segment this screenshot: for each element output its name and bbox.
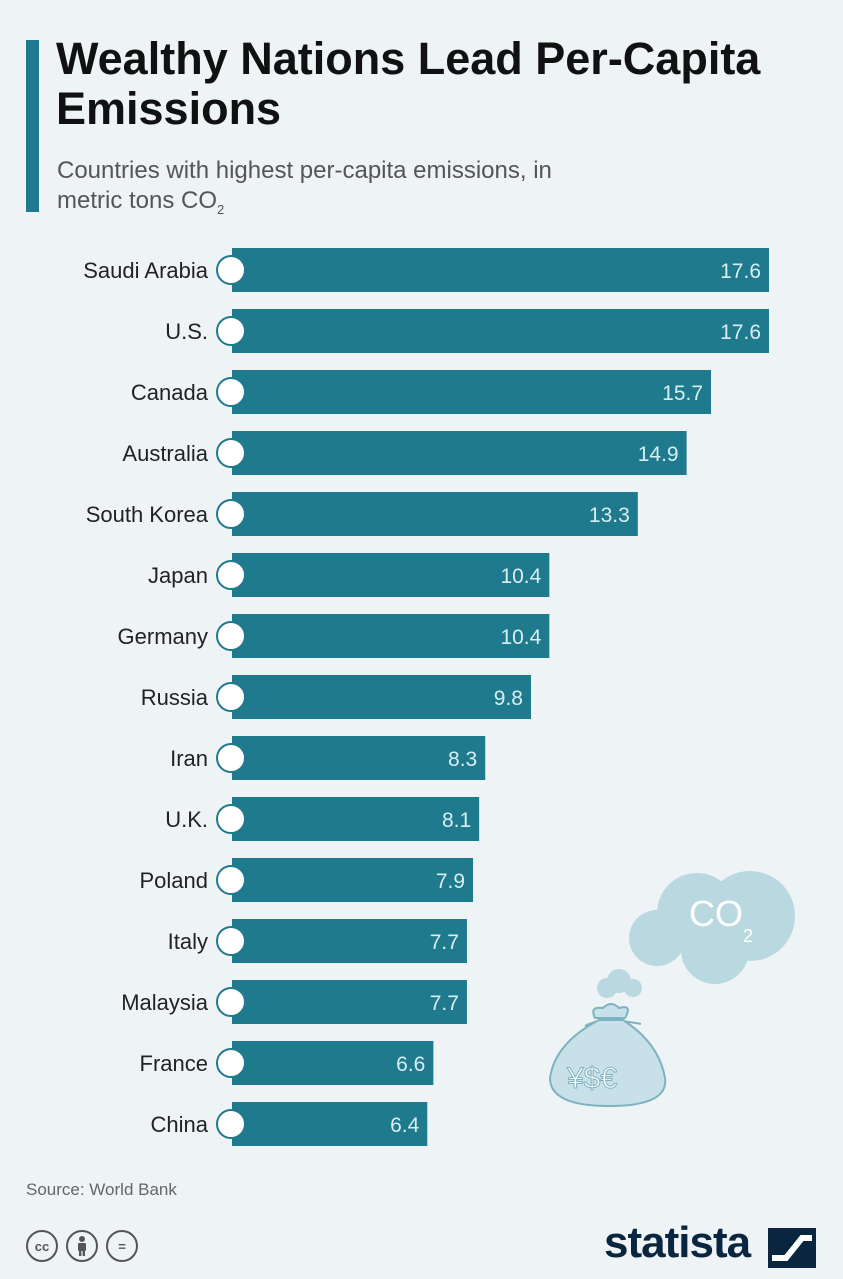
iran-flag-icon [216,743,246,773]
bar-value-label: 10.4 [500,565,541,588]
bar [232,431,687,475]
malaysia-flag-icon [216,987,246,1017]
italy-flag-icon [216,926,246,956]
cloud-label: CO [689,893,743,934]
poland-flag-icon [216,865,246,895]
category-label: Australia [122,441,208,466]
category-label: South Korea [86,502,209,527]
bar-chart: 17.6 Saudi Arabia 17.6 U.S. 15.7 Canada 14.9 Au… [83,248,769,1146]
money-bag-icon: ¥$€ [548,1003,667,1108]
bar-value-label: 10.4 [500,626,541,649]
category-label: Germany [118,624,208,649]
bar [232,980,467,1024]
bar [232,553,550,597]
category-label: France [140,1051,208,1076]
title-accent-bar [26,40,39,212]
bar-value-label: 6.4 [390,1114,420,1137]
bar [232,370,712,414]
category-label: Italy [168,929,208,954]
category-label: U.K. [165,807,208,832]
chart-subtitle: Countries with highest per-capita emissi… [57,157,552,217]
person-icon [78,1236,86,1256]
bar-value-label: 17.6 [720,260,761,283]
bar [232,492,638,536]
bar [232,309,769,353]
bar-value-label: 6.6 [396,1053,425,1076]
bar-value-label: 7.7 [430,992,459,1015]
bar-value-label: 8.1 [442,809,471,832]
bar-value-label: 14.9 [638,443,679,466]
bar [232,614,550,658]
canada-flag-icon [216,377,246,407]
category-label: Malaysia [121,990,209,1015]
germany-flag-icon [216,621,246,651]
category-label: Saudi Arabia [83,258,209,283]
australia-flag-icon [216,438,246,468]
no-derivatives-icon: = [106,1230,138,1262]
bar-value-label: 9.8 [494,687,523,710]
license-icons: cc = [26,1230,138,1262]
chart-title: Wealthy Nations Lead Per-Capita Emission… [56,33,761,134]
bar [232,248,769,292]
bar-value-label: 7.7 [430,931,459,954]
bar [232,736,486,780]
bar-value-label: 7.9 [436,870,465,893]
bar-value-label: 15.7 [662,382,703,405]
category-label: Canada [131,380,209,405]
source-note: Source: World Bank [26,1180,177,1199]
money-bag-label: ¥$€ [566,1062,617,1095]
co2-money-bag-illustration: CO 2 ¥$€ [548,871,795,1108]
bar [232,797,480,841]
us-flag-icon [216,316,246,346]
category-label: Russia [141,685,209,710]
category-label: Poland [139,868,208,893]
bar-value-label: 13.3 [589,504,630,527]
cloud-label-sub: 2 [743,926,753,946]
attribution-icon [66,1230,98,1262]
bar [232,919,467,963]
category-label: Iran [170,746,208,771]
saudi-arabia-flag-icon [216,255,246,285]
south-korea-flag-icon [216,499,246,529]
category-label: U.S. [165,319,208,344]
france-flag-icon [216,1048,246,1078]
japan-flag-icon [216,560,246,590]
bar [232,858,474,902]
uk-flag-icon [216,804,246,834]
bar [232,1041,434,1085]
small-cloud-icon [597,969,642,998]
category-label: Japan [148,563,208,588]
russia-flag-icon [216,682,246,712]
bar [232,675,532,719]
creative-commons-icon: cc [26,1230,58,1262]
category-label: China [151,1112,209,1137]
china-flag-icon [216,1109,246,1139]
bar-value-label: 17.6 [720,321,761,344]
bar-value-label: 8.3 [448,748,477,771]
bar [232,1102,428,1146]
statista-logo-text: statista [604,1218,751,1267]
statista-logo-icon [768,1228,816,1268]
co2-cloud-icon: CO 2 [629,871,795,984]
